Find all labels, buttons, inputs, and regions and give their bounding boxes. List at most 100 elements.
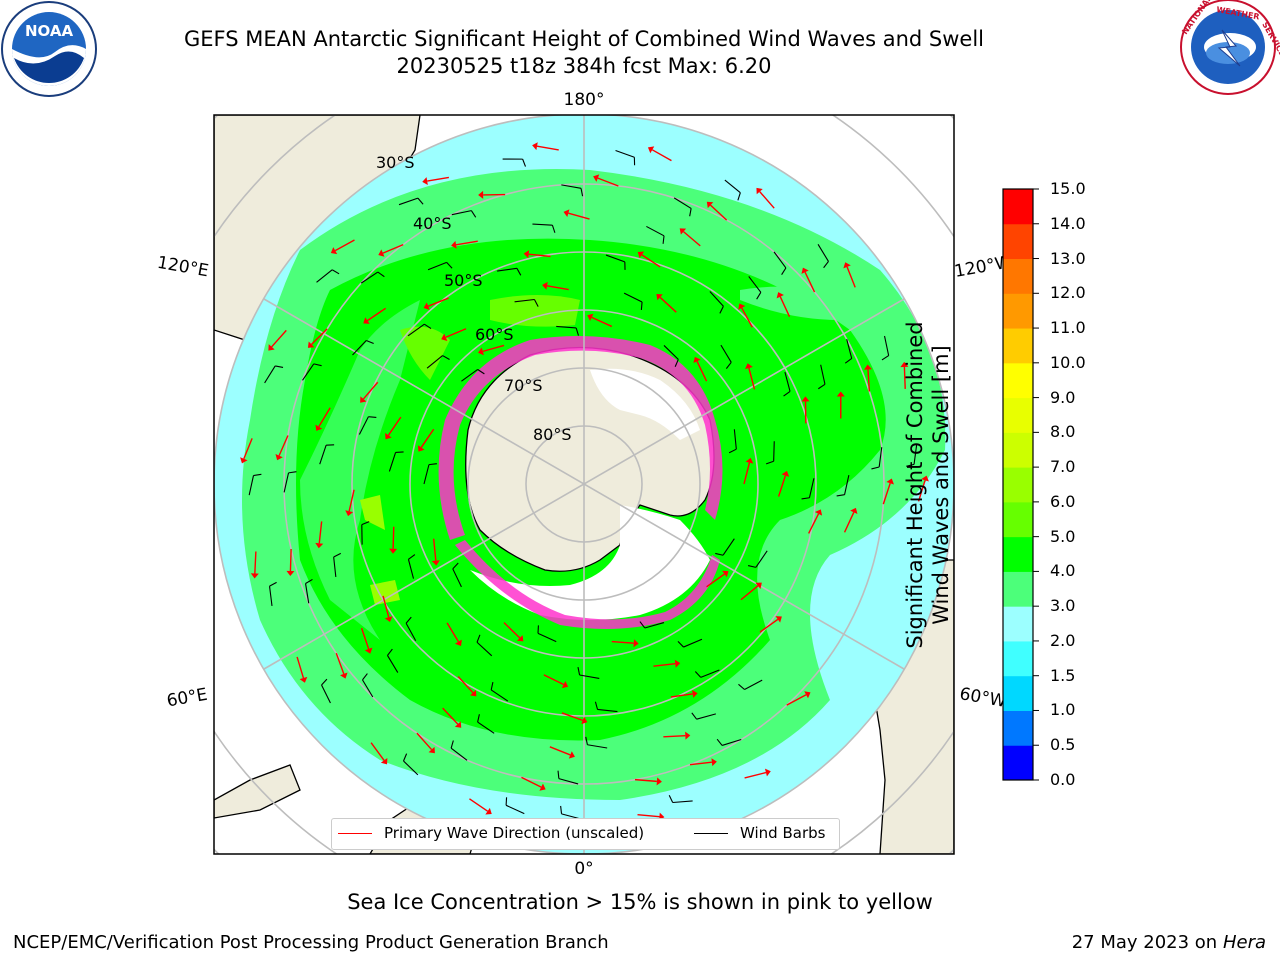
- wind-barb-feather: [689, 208, 692, 217]
- wind-barb: [579, 674, 600, 679]
- colorbar-tick-label: 14.0: [1050, 213, 1086, 233]
- wave-arrow-head: [275, 454, 283, 461]
- wave-arrow: [296, 656, 305, 679]
- wind-barb: [451, 210, 472, 216]
- wind-barb-feather: [477, 369, 485, 375]
- wave-arrow-head: [921, 475, 929, 482]
- colorbar-title-line2: Wind Waves and Swell [m]: [929, 345, 953, 625]
- wave-arrow-head: [360, 396, 367, 403]
- wind-barb: [248, 475, 255, 496]
- colorbar-tick-label: 4.0: [1050, 561, 1076, 581]
- wind-barb-feather: [738, 683, 745, 690]
- wave-arrow: [748, 367, 756, 390]
- wave-arrow: [546, 285, 569, 291]
- colorbar-segment: [1003, 640, 1033, 677]
- wave-arrow-head: [637, 251, 645, 259]
- wind-barb-feather: [575, 327, 580, 336]
- wind-barb-feather: [333, 552, 342, 558]
- wave-arrow-head: [863, 364, 872, 370]
- wave-arrow: [549, 746, 571, 756]
- wave-arrow-head: [685, 731, 691, 740]
- wave-arrow: [360, 627, 370, 650]
- wind-barb-feather: [640, 301, 643, 311]
- wind-barb-feather: [585, 736, 588, 745]
- wind-barb: [558, 778, 579, 785]
- wind-barb: [450, 747, 468, 761]
- wave-arrow: [271, 329, 287, 348]
- wind-barb: [476, 641, 493, 657]
- wave-arrow-head: [478, 190, 484, 199]
- wind-barb-feather: [450, 740, 454, 749]
- wind-barb: [427, 261, 447, 271]
- wave-arrow-head: [900, 361, 909, 368]
- date-text: 27 May 2023 on: [1071, 932, 1218, 953]
- wave-arrow-head: [380, 758, 388, 765]
- wind-barb: [398, 197, 419, 206]
- wind-barb-feather: [747, 565, 757, 568]
- wave-arrow-head: [745, 457, 754, 464]
- wind-barb: [405, 622, 417, 642]
- colorbar-segment: [1003, 745, 1033, 781]
- colorbar-segment: [1003, 571, 1033, 607]
- wave-arrow-head: [843, 262, 851, 269]
- wave-arrow-head: [801, 267, 809, 274]
- colorbar-segment: [1003, 606, 1033, 642]
- wind-barb-feather: [871, 466, 880, 470]
- wave-arrow-head: [836, 391, 845, 397]
- wave-arrow: [663, 734, 686, 738]
- wave-arrow-head: [299, 676, 308, 683]
- wind-barb: [773, 251, 787, 269]
- wind-barb-feather: [765, 460, 774, 465]
- wind-barb: [817, 244, 829, 262]
- wind-barb: [878, 447, 883, 468]
- wave-arrow: [416, 732, 433, 751]
- wind-barb-feather: [560, 805, 563, 814]
- wind-barb-feather: [490, 682, 494, 691]
- wave-arrow: [740, 585, 759, 601]
- legend-wave-direction: Primary Wave Direction (unscaled): [338, 824, 644, 842]
- wind-barb-feather: [715, 552, 724, 556]
- wind-barb-feather: [594, 701, 599, 710]
- wave-arrow: [641, 254, 661, 268]
- lat-label-50s: 50°S: [444, 271, 483, 290]
- wave-arrow: [804, 271, 816, 293]
- wind-barb-feather: [452, 562, 459, 570]
- colorbar-segment: [1003, 258, 1033, 294]
- wave-arrow: [882, 483, 891, 505]
- wind-barb: [724, 179, 741, 194]
- wave-arrow: [611, 640, 634, 644]
- wave-arrow: [278, 435, 289, 456]
- colorbar-tick-label: 15.0: [1050, 179, 1086, 198]
- wind-barb: [532, 223, 553, 226]
- wind-barb-feather: [405, 616, 412, 624]
- wave-arrow: [659, 296, 677, 313]
- wave-arrow: [867, 369, 871, 392]
- wind-barb: [709, 291, 724, 307]
- wave-arrow-head: [422, 177, 428, 186]
- wind-barb-feather: [313, 363, 322, 367]
- wave-arrow-head: [428, 746, 435, 754]
- wave-arrow: [334, 239, 355, 252]
- wind-barb: [407, 559, 415, 579]
- wind-barb-feather: [737, 192, 741, 201]
- wind-barb: [720, 344, 732, 363]
- lat-label-80s: 80°S: [533, 425, 572, 444]
- wave-arrow: [442, 707, 459, 725]
- lon-label-60e: 60°E: [165, 685, 209, 712]
- wind-barb-feather: [823, 261, 829, 269]
- wave-arrow: [634, 778, 657, 783]
- colorbar-segment: [1003, 328, 1033, 364]
- wind-barb: [358, 416, 369, 435]
- wave-arrow: [744, 771, 767, 779]
- wind-barb: [423, 464, 430, 485]
- wave-arrow: [903, 366, 906, 389]
- wave-arrow-head: [706, 201, 714, 209]
- wind-barb: [514, 298, 535, 303]
- legend-barb-label: Wind Barbs: [740, 824, 826, 842]
- wave-arrow-head: [268, 344, 275, 351]
- wave-arrow: [348, 489, 355, 512]
- wind-barb-feather: [269, 581, 277, 587]
- wave-arrow: [807, 513, 820, 534]
- wind-barb-feather: [253, 473, 262, 477]
- wave-arrow: [759, 618, 779, 633]
